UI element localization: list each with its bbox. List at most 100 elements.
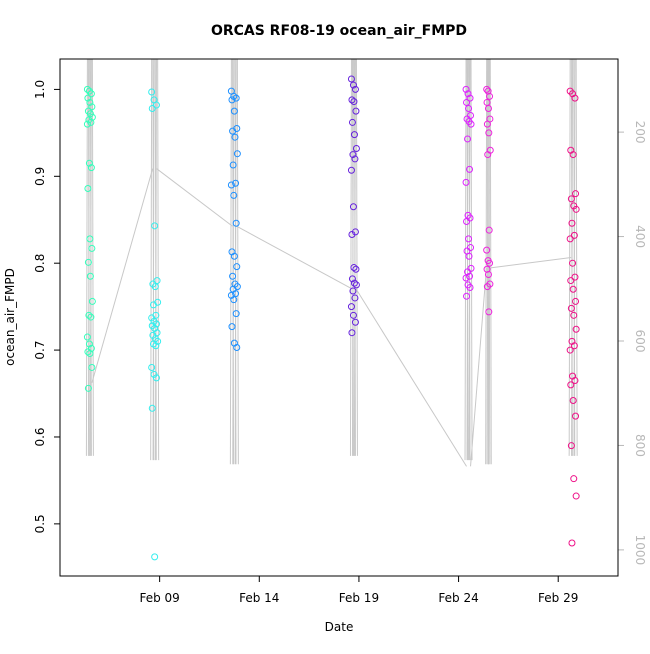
data-point [229,161,237,169]
y-tick-label: 0.8 [33,254,47,273]
data-point [464,90,472,98]
data-point [150,370,158,378]
data-point [348,96,356,104]
data-point [151,283,159,291]
data-point [233,343,241,351]
data-point [152,320,160,328]
data-point [83,85,91,93]
data-point [231,133,239,141]
altitude-trace [353,58,356,456]
data-point [467,120,475,128]
data-point [567,381,575,389]
data-point [350,98,358,106]
data-point [351,85,359,93]
data-point [351,294,359,302]
data-point [151,553,159,561]
data-point [229,127,237,135]
data-point [152,374,160,382]
data-point [572,297,580,305]
data-point [347,75,355,83]
data-point [151,222,159,230]
x-tick-label: Feb 29 [538,591,578,605]
data-point [347,166,355,174]
right-tick-label: 800 [633,434,647,457]
data-point [484,105,492,113]
data-point [572,492,580,500]
data-point [465,235,473,243]
data-point [483,85,491,93]
data-point [570,475,578,483]
data-point [229,272,237,280]
data-point [233,150,241,158]
data-point [486,259,494,267]
right-tick-label: 600 [633,330,647,353]
data-point [83,333,91,341]
data-point [348,231,356,239]
data-point [466,284,474,292]
data-point [483,246,491,254]
y-tick-label: 1.0 [33,80,47,99]
data-point [463,98,471,106]
altitude-transit [470,267,487,467]
data-point [567,195,575,203]
right-tick-label: 400 [633,225,647,248]
altitude-trace [464,58,467,461]
data-point [462,274,470,282]
data-point [486,92,494,100]
data-point [571,94,579,102]
data-point [148,88,156,96]
data-point [572,412,580,420]
altitude-trace [355,58,358,456]
data-point [350,264,358,272]
y-tick-label: 0.7 [33,341,47,360]
altitude-trace [234,58,237,465]
altitude-transit [355,288,467,467]
data-point [84,184,92,192]
data-point [152,342,160,350]
data-point [85,311,93,319]
altitude-transit [236,225,353,290]
chart-title: ORCAS RF08-19 ocean_air_FMPD [211,23,467,39]
altitude-trace [470,58,473,461]
data-point [569,259,577,267]
altitude-transit [91,168,154,383]
y-tick-label: 0.9 [33,167,47,186]
data-point [232,94,240,102]
data-point [88,103,96,111]
data-point [348,329,356,337]
data-point [85,340,93,348]
altitude-trace [85,58,88,456]
data-point [352,281,360,289]
data-point [228,323,236,331]
altitude-trace [486,58,489,465]
data-point [83,120,91,128]
data-point [86,350,94,358]
data-point [230,296,238,304]
data-point [350,131,358,139]
data-point [483,120,491,128]
data-point [351,155,359,163]
altitude-trace [485,58,488,465]
data-point [86,272,94,280]
data-point [349,311,357,319]
data-point [466,214,474,222]
data-point [86,98,94,106]
data-point [347,303,355,311]
data-point [466,165,474,173]
plot-frame [59,58,619,577]
data-point [232,290,240,298]
x-tick-label: Feb 24 [438,591,478,605]
altitude-trace [150,58,153,461]
data-point [85,159,93,167]
data-point [152,101,160,109]
data-points [83,75,580,561]
altitude-transit [156,168,233,227]
x-tick-label: Feb 19 [339,591,379,605]
data-point [87,313,95,321]
data-point [569,151,577,159]
data-point [566,235,574,243]
data-point [148,105,156,113]
data-point [84,384,92,392]
